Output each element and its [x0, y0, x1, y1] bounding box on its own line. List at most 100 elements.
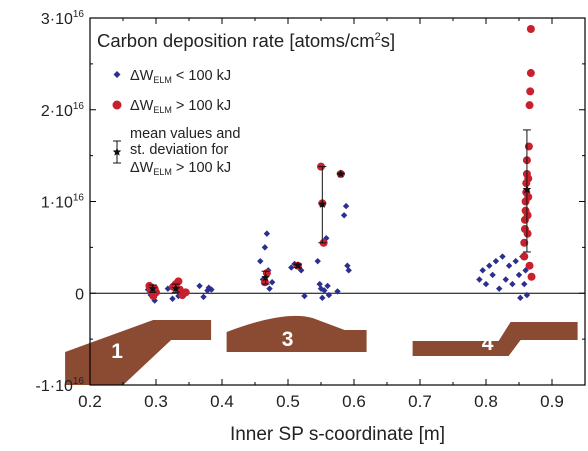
point-low-27	[314, 257, 321, 265]
point-low-8	[175, 292, 182, 300]
y-tick-exponent: 16	[73, 101, 85, 112]
x-tick-label: 0.5	[276, 392, 300, 411]
point-high-11	[181, 288, 190, 297]
y-tick-base: 2·10	[41, 103, 73, 120]
point-low-52	[515, 271, 523, 279]
point-low-14	[208, 286, 215, 293]
title-superscript: 2	[375, 31, 381, 43]
point-high-38	[526, 25, 535, 34]
point-low-15	[257, 257, 264, 265]
y-tick-label: 1·1016	[41, 193, 85, 212]
point-low-21	[268, 279, 276, 286]
point-low-45	[492, 257, 500, 265]
point-low-42	[482, 280, 490, 288]
legend-delta-w: ΔW	[130, 160, 154, 176]
legend-suffix: < 100 kJ	[172, 68, 231, 84]
point-high-33	[524, 142, 533, 151]
point-high-19	[520, 252, 529, 261]
point-low-11	[200, 293, 207, 301]
point-low-57	[523, 291, 531, 299]
point-high-20	[520, 238, 529, 247]
y-tick-exponent: 16	[73, 9, 85, 20]
title-main: Carbon deposition rate [atoms/cm	[97, 30, 375, 51]
legend-entry-low: ΔWELM < 100 kJ	[130, 68, 231, 85]
x-tick-label: 0.3	[144, 392, 168, 411]
legend-suffix: > 100 kJ	[172, 160, 231, 176]
point-high-13	[262, 269, 271, 278]
point-low-33	[324, 282, 331, 290]
y-tick-base: 1·10	[41, 195, 73, 212]
x-axis-label: Inner SP s-coordinate [m]	[230, 424, 445, 445]
y-tick-label: 0	[75, 286, 84, 303]
y-tick-exponent: 16	[73, 193, 85, 204]
x-tick-label: 0.8	[474, 392, 498, 411]
point-low-39	[345, 267, 352, 274]
tile-profile-3	[226, 315, 367, 352]
point-low-17	[261, 244, 269, 251]
point-high-36	[526, 87, 535, 96]
y-tick-base: 0	[75, 286, 84, 303]
point-low-30	[319, 294, 326, 302]
tile-label-1: 1	[111, 340, 123, 363]
point-low-40	[476, 276, 483, 283]
chart-title: Carbon deposition rate [atoms/cm2s]	[97, 30, 395, 51]
point-low-41	[479, 267, 486, 274]
point-low-49	[505, 262, 513, 269]
point-low-35	[334, 288, 341, 295]
point-high-34	[525, 261, 534, 270]
point-low-55	[521, 280, 528, 288]
tile-label-4: 4	[482, 332, 494, 355]
errorbar-mean-1	[171, 284, 181, 293]
point-low-37	[342, 202, 350, 210]
point-low-20	[266, 285, 273, 292]
point-low-50	[509, 280, 516, 288]
point-low-6	[169, 295, 176, 302]
point-high-32	[524, 174, 533, 183]
point-low-18	[263, 230, 271, 237]
tile-label-3: 3	[282, 328, 294, 351]
y-tick-label: -1·1016	[36, 376, 85, 395]
point-high-29	[523, 229, 532, 238]
legend-suffix: > 100 kJ	[172, 98, 231, 114]
legend-subscript: ELM	[153, 75, 172, 85]
legend-mean-line-1: mean values and	[130, 126, 240, 142]
point-low-36	[340, 212, 348, 219]
point-low-10	[196, 282, 203, 290]
x-tick-label: 0.9	[540, 392, 564, 411]
point-low-46	[496, 285, 503, 292]
legend-entry-mean: ΔWELM > 100 kJ	[130, 160, 231, 177]
point-low-51	[512, 257, 519, 265]
legend: Carbon deposition rate [atoms/cm2s]ΔWELM…	[97, 30, 395, 177]
errorbar-mean-2	[261, 273, 270, 282]
point-high-8	[174, 277, 183, 286]
tile-profile-1	[65, 320, 212, 385]
point-high-35	[525, 101, 534, 110]
point-low-56	[522, 267, 529, 274]
y-tick-label: 3·1016	[41, 9, 85, 28]
point-high-39	[527, 272, 536, 281]
x-tick-label: 0.2	[78, 392, 102, 411]
x-tick-label: 0.7	[408, 392, 432, 411]
y-tick-base: -1·10	[36, 378, 73, 395]
axes: 0.2 0.3 0.4 0.5 0.6 0.7 0.8 0.9 Inner SP s-coord…	[36, 9, 586, 445]
legend-entry-high: ΔWELM > 100 kJ	[130, 98, 231, 115]
y-tick-exponent: 16	[73, 376, 85, 387]
legend-mean-line-2: st. deviation for	[130, 142, 228, 158]
legend-diamond-marker	[113, 71, 121, 78]
y-tick-label: 2·1016	[41, 101, 85, 120]
point-low-44	[489, 271, 496, 279]
error-bars	[148, 129, 532, 293]
x-tick-label: 0.4	[210, 392, 234, 411]
y-tick-base: 3·10	[41, 11, 73, 28]
errorbar-mean-4	[318, 199, 327, 208]
point-low-47	[499, 253, 506, 260]
legend-circle-marker	[112, 100, 122, 110]
tile-insets: 1 3 4	[65, 315, 578, 385]
errorbar-mean-3	[293, 261, 303, 270]
point-low-22	[288, 264, 295, 271]
legend-star-marker	[112, 147, 122, 156]
errorbar-mean-0	[148, 284, 157, 293]
point-high-37	[526, 69, 535, 78]
